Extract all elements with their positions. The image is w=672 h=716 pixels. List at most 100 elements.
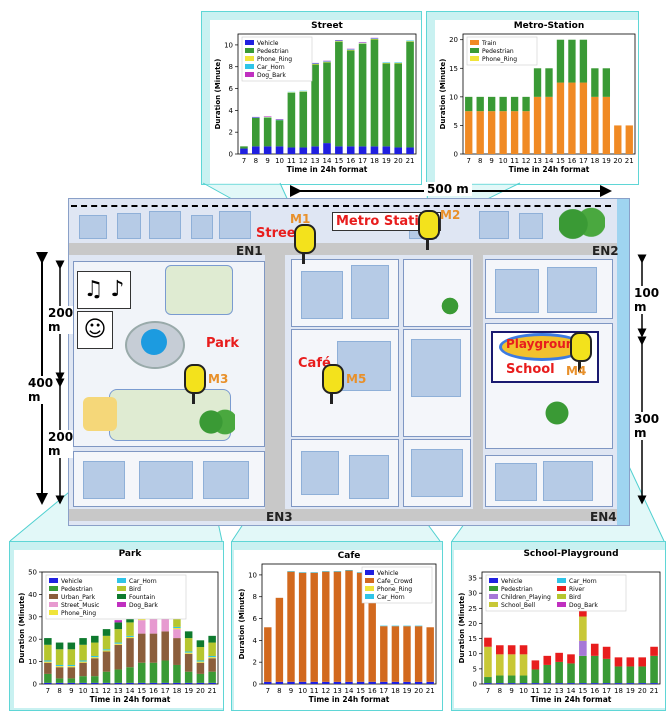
bar-segment-phone_ring bbox=[126, 636, 134, 639]
width-label: 500 m bbox=[424, 182, 472, 196]
x-tick-label: 8 bbox=[498, 687, 502, 695]
bar-segment-phone_ring bbox=[346, 49, 355, 51]
bar-segment-fountain bbox=[114, 622, 123, 630]
y-tick-label: 2 bbox=[253, 659, 257, 667]
label-m1: M1 bbox=[290, 212, 311, 226]
building-icon bbox=[411, 339, 461, 397]
bar-segment-pedestrian bbox=[650, 655, 658, 684]
bar-segment-dog_bark bbox=[263, 116, 272, 117]
x-tick-label: 21 bbox=[650, 687, 659, 695]
legend-swatch bbox=[49, 594, 58, 599]
bar-segment-vehicle bbox=[403, 681, 411, 684]
bar-segment-pedestrian bbox=[311, 64, 319, 147]
legend-swatch bbox=[49, 578, 58, 583]
bar-segment-vehicle bbox=[126, 682, 134, 684]
bar-segment-vehicle bbox=[263, 146, 272, 154]
legend-label: Train bbox=[481, 40, 497, 47]
x-tick-label: 20 bbox=[196, 687, 205, 695]
x-tick-label: 10 bbox=[298, 687, 307, 695]
bar-segment-phone_ring bbox=[299, 91, 308, 92]
y-tick-label: 20 bbox=[28, 636, 37, 644]
legend-swatch bbox=[557, 594, 566, 599]
bar-segment-pedestrian bbox=[567, 663, 575, 684]
x-tick-label: 12 bbox=[522, 157, 531, 165]
bar-segment-bird bbox=[114, 629, 123, 643]
bar-segment-phone_ring bbox=[137, 619, 146, 621]
cafe-chart-panel: Cafe 0 2 4 6 8 10 7 8 9 10 11 12 13 14 15 16 17 18 19 20 21 Ti… bbox=[231, 541, 443, 711]
bar-segment-vehicle bbox=[638, 683, 646, 684]
bar-segment-car_horn bbox=[252, 117, 260, 118]
park-chart-panel: Park 0 10 20 30 40 50 7 8 9 10 11 12 13 14 15 16 17 18 19 20… bbox=[9, 541, 224, 711]
bar-segment-car_horn bbox=[414, 625, 423, 627]
mic-stand bbox=[302, 252, 305, 264]
mic-stand bbox=[426, 238, 429, 250]
x-tick-label: 16 bbox=[567, 157, 576, 165]
x-tick-label: 9 bbox=[69, 687, 73, 695]
x-tick-label: 13 bbox=[114, 687, 123, 695]
bar-segment-car_horn bbox=[345, 570, 353, 571]
bar-segment-fountain bbox=[79, 638, 87, 645]
bar-segment-street_music bbox=[137, 620, 146, 634]
bar-segment-vehicle bbox=[55, 682, 64, 684]
bar-segment-train bbox=[465, 111, 473, 154]
building-icon bbox=[139, 461, 193, 499]
x-tick-label: 12 bbox=[321, 687, 330, 695]
legend-swatch bbox=[489, 594, 498, 599]
bar-segment-pedestrian bbox=[79, 676, 87, 683]
street-chart-panel: Street 0 2 4 6 8 10 7 8 9 10 11 12 13 14 15 16 17 18 19 20 21… bbox=[201, 11, 422, 185]
bar-segment-train bbox=[602, 96, 611, 154]
bar-segment-bird bbox=[44, 644, 52, 661]
bar-segment-pedestrian bbox=[465, 96, 473, 112]
bar-segment-vehicle bbox=[406, 147, 414, 154]
x-tick-label: 10 bbox=[499, 157, 508, 165]
legend-label: Car_Horn bbox=[129, 578, 157, 585]
bar-segment-pedestrian bbox=[484, 677, 492, 684]
bar-segment-urban_park bbox=[184, 653, 193, 672]
x-tick-label: 12 bbox=[543, 687, 552, 695]
bar-segment-phone_ring bbox=[311, 64, 319, 65]
bar-segment-urban_park bbox=[126, 638, 134, 668]
legend-swatch bbox=[245, 72, 254, 77]
bar-segment-river bbox=[590, 643, 599, 656]
mic-stand bbox=[578, 360, 581, 372]
bar-segment-river bbox=[614, 657, 623, 667]
legend-label: Pedestrian bbox=[482, 48, 514, 55]
building-icon bbox=[191, 215, 213, 239]
bar-segment-pedestrian bbox=[382, 63, 391, 147]
y-tick-label: 8 bbox=[253, 593, 257, 601]
bar-segment-bird bbox=[102, 635, 111, 650]
y-tick-label: 5 bbox=[454, 122, 458, 130]
x-tick-label: 8 bbox=[57, 687, 61, 695]
legend-swatch bbox=[557, 602, 566, 607]
tree-icon bbox=[539, 395, 575, 431]
bar-segment-urban_park bbox=[91, 658, 99, 677]
bar-segment-fountain bbox=[208, 635, 216, 643]
building-icon bbox=[337, 341, 391, 391]
label-m2: M2 bbox=[440, 208, 461, 222]
chart-title: Park bbox=[119, 549, 143, 559]
y-tick-label: 25 bbox=[468, 605, 477, 613]
x-tick-label: 19 bbox=[184, 687, 193, 695]
legend-label: Bird bbox=[569, 594, 581, 601]
metro-chart-panel: Metro-Station 0 5 10 15 20 7 8 9 10 11 12 13 14 15 16 17… bbox=[426, 11, 639, 185]
bar-segment-vehicle bbox=[345, 681, 353, 684]
bar-segment-pedestrian bbox=[626, 666, 635, 684]
bar-segment-pedestrian bbox=[476, 96, 484, 112]
legend-swatch bbox=[49, 602, 58, 607]
bar-segment-urban_park bbox=[173, 638, 181, 665]
bar-segment-phone_ring bbox=[208, 657, 216, 659]
x-tick-label: 21 bbox=[625, 157, 634, 165]
x-tick-label: 11 bbox=[510, 157, 519, 165]
x-tick-label: 20 bbox=[394, 157, 403, 165]
bar-segment-car_horn bbox=[356, 572, 365, 573]
x-tick-label: 16 bbox=[346, 157, 355, 165]
label-m3: M3 bbox=[208, 372, 229, 386]
bar-segment-vehicle bbox=[590, 683, 599, 684]
tree-icon bbox=[559, 207, 605, 241]
y-axis-label: Duration (Minute) bbox=[214, 59, 222, 130]
legend-swatch bbox=[117, 586, 126, 591]
bar-segment-car_horn bbox=[44, 660, 52, 662]
bar-segment-pedestrian bbox=[614, 666, 623, 684]
x-tick-label: 21 bbox=[208, 687, 217, 695]
